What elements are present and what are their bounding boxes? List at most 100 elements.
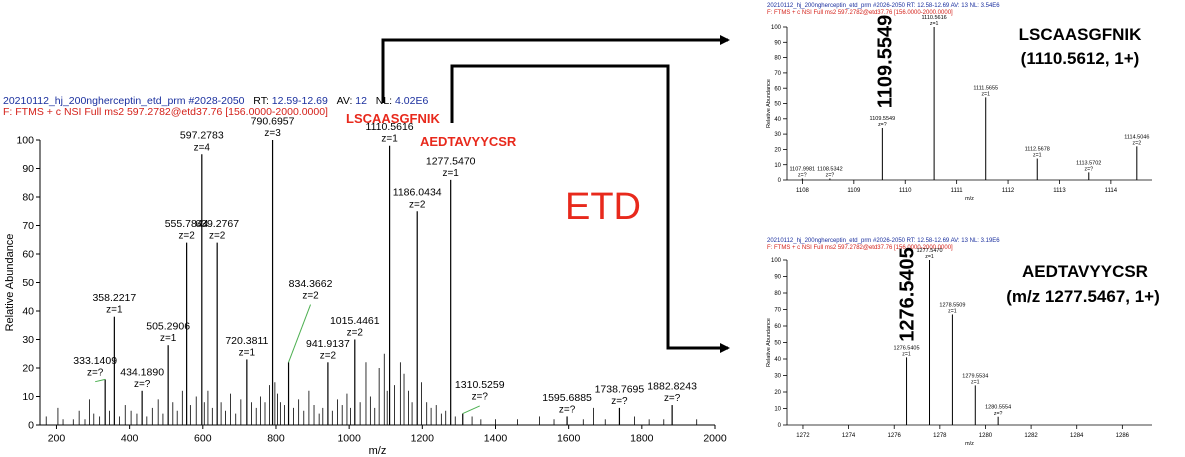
arrow-aedtavyycsr <box>450 64 730 353</box>
x-tick-label: 2000 <box>703 433 727 445</box>
peak-charge-label: z=1 <box>106 305 123 316</box>
inset-top-rotated-mz: 1109.5549 <box>874 14 897 109</box>
peak-charge-label: z=3 <box>264 128 281 139</box>
y-tick-label: 10 <box>22 391 34 403</box>
x-tick-label: 800 <box>267 433 285 445</box>
peak-charge-label: z=1 <box>971 379 980 385</box>
peak-charge-label: z=2 <box>178 231 195 242</box>
peak-charge-label: z=? <box>878 122 887 128</box>
y-tick-label: 0 <box>28 420 34 432</box>
peak-mz-label: 1110.5616 <box>366 121 414 133</box>
x-tick-label: 1200 <box>411 433 435 445</box>
y-tick-label: 20 <box>22 363 34 375</box>
peak-charge-label: z=1 <box>925 254 934 260</box>
peak-mz-label: 1278.5509 <box>939 302 965 308</box>
peak-charge-label: z=1 <box>948 308 957 314</box>
inset-top-peptide-subtitle: (1110.5612, 1+) <box>1020 49 1140 68</box>
peak-mz-label: 1279.5534 <box>962 373 988 379</box>
x-tick-label: 1276 <box>888 433 902 439</box>
x-tick-label: 1108 <box>796 188 810 194</box>
x-tick-label: 1600 <box>557 433 581 445</box>
peak-leader <box>288 304 312 363</box>
x-tick-label: 600 <box>194 433 212 445</box>
peak-mz-label: 1113.5702 <box>1076 160 1101 166</box>
peak-mz-label: 597.2783 <box>180 130 224 142</box>
peak-mz-label: 434.1890 <box>120 366 164 378</box>
y-tick-label: 60 <box>774 86 781 92</box>
y-tick-label: 90 <box>774 275 781 281</box>
y-tick-label: 20 <box>774 148 781 154</box>
x-tick-label: 1112 <box>1002 188 1015 194</box>
peak-mz-label: 1015.4461 <box>330 315 380 327</box>
peak-charge-label: z=1 <box>1033 153 1042 159</box>
y-tick-label: 60 <box>774 324 781 330</box>
y-tick-label: 80 <box>22 192 34 204</box>
peak-charge-label: z=2 <box>1133 140 1142 146</box>
label-lscaasgfnik: LSCAASGFNIK <box>346 111 440 126</box>
peak-leader <box>462 405 480 415</box>
y-tick-label: 100 <box>771 25 782 31</box>
label-aedtavyycsr: AEDTAVYYCSR <box>420 134 517 149</box>
x-axis-title: m/z <box>965 441 974 447</box>
peak-mz-label: 333.1409 <box>73 355 117 367</box>
y-tick-label: 50 <box>774 341 781 347</box>
main-filter-line: F: FTMS + c NSI Full ms2 597.2782@etd37.… <box>3 106 328 118</box>
peak-charge-label: z=1 <box>902 351 911 357</box>
peak-charge-label: z=? <box>87 367 104 378</box>
peak-charge-label: z=? <box>994 411 1003 417</box>
x-tick-label: 1111 <box>951 188 964 194</box>
peak-charge-label: z=2 <box>320 350 337 361</box>
main-av-value: 12 <box>355 95 367 107</box>
peak-charge-label: z=? <box>826 172 835 178</box>
peak-mz-label: 834.3662 <box>289 278 333 290</box>
x-tick-label: 1000 <box>337 433 361 445</box>
x-tick-label: 1272 <box>796 433 810 439</box>
peak-charge-label: z=2 <box>209 231 226 242</box>
y-tick-label: 80 <box>774 56 781 62</box>
peak-mz-label: 1186.0434 <box>393 187 442 199</box>
peak-mz-label: 1280.5554 <box>985 405 1011 411</box>
peak-charge-label: z=1 <box>160 333 177 344</box>
y-tick-label: 0 <box>778 178 782 184</box>
peak-charge-label: z=? <box>472 392 489 403</box>
peak-charge-label: z=? <box>1084 166 1093 172</box>
y-tick-label: 70 <box>22 220 34 232</box>
peak-mz-label: 1111.5655 <box>973 85 998 91</box>
peak-mz-label: 1112.5678 <box>1025 147 1050 153</box>
peak-mz-label: 941.9137 <box>306 338 350 350</box>
y-axis-title: Relative Abundance <box>4 234 16 332</box>
main-spectrum-header: 20210112_hj_200ngherceptin_etd_prm #2028… <box>3 95 428 107</box>
y-tick-label: 100 <box>771 258 782 264</box>
peak-charge-label: z=? <box>559 404 576 415</box>
y-tick-label: 90 <box>774 40 781 46</box>
inset-top-spectrum: 0 10 20 30 40 50 60 70 80 90 100 1108 1109 1110 1111 11… <box>766 15 1152 202</box>
peak-charge-label: z=? <box>664 393 681 404</box>
peak-charge-label: z=2 <box>347 328 364 339</box>
x-tick-label: 1274 <box>842 433 856 439</box>
y-tick-label: 60 <box>22 249 34 261</box>
peak-charge-label: z=? <box>134 379 151 390</box>
inset-bottom-rotated-mz: 1276.5405 <box>896 247 919 342</box>
x-tick-label: 1110 <box>899 188 912 194</box>
peak-charge-label: z=1 <box>930 21 939 27</box>
peak-mz-label: 1108.5342 <box>817 166 843 172</box>
y-tick-label: 30 <box>22 334 34 346</box>
peak-mz-label: 1114.5046 <box>1124 134 1149 140</box>
x-tick-label: 1280 <box>979 433 993 439</box>
peak-mz-label: 555.7844 <box>165 218 209 230</box>
arrow-lscaasgfnik <box>381 35 730 103</box>
peak-mz-label: 1277.5470 <box>917 248 943 254</box>
inset-bottom-peptide-title: AEDTAVYYCSR <box>1022 262 1148 281</box>
peak-mz-label: 1882.8243 <box>647 381 697 393</box>
main-scan-range: #2028-2050 <box>188 95 245 107</box>
y-tick-label: 70 <box>774 71 781 77</box>
x-tick-label: 1286 <box>1116 433 1130 439</box>
peak-charge-label: z=? <box>611 396 628 407</box>
peak-mz-label: 505.2906 <box>146 321 190 333</box>
inset-top-header-line2: F: FTMS + c NSI Full ms2 597.2782@etd37.… <box>767 10 953 16</box>
peak-charge-label: z=2 <box>302 290 319 301</box>
y-tick-label: 10 <box>774 407 781 413</box>
peak-charge-label: z=1 <box>239 347 256 358</box>
x-tick-label: 1800 <box>630 433 654 445</box>
